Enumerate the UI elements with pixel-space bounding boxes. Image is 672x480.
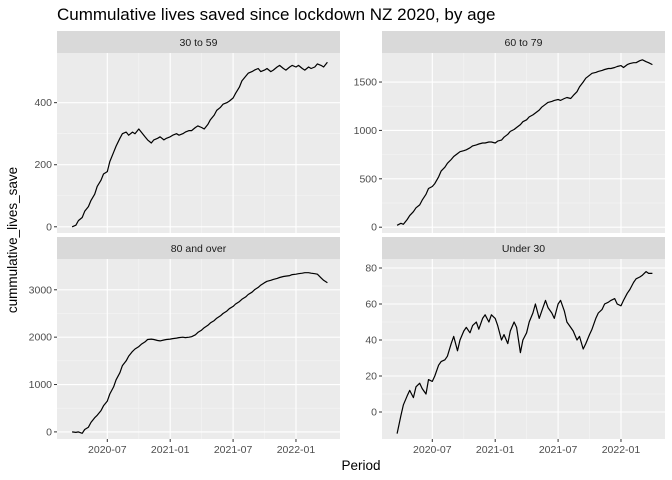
facet-strip-60-to-79 — [382, 31, 665, 53]
facet-strip-under-30 — [382, 237, 665, 259]
x-axis-title: Period — [341, 458, 380, 473]
y-tick-label: 40 — [365, 335, 377, 347]
y-tick-label: 500 — [359, 173, 377, 185]
panel-background-80-and-over — [57, 259, 340, 439]
x-tick-label: 2021-01 — [151, 444, 190, 456]
y-tick-label: 80 — [365, 263, 377, 275]
y-tick-label: 400 — [34, 97, 52, 109]
chart-title: Cummulative lives saved since lockdown N… — [57, 5, 495, 24]
facet-strip-30-to-59 — [57, 31, 340, 53]
x-tick-label: 2021-07 — [539, 444, 578, 456]
y-tick-label: 2000 — [29, 332, 53, 344]
series-line-60-to-79 — [396, 59, 653, 226]
y-tick-label: 0 — [46, 426, 52, 438]
x-tick-label: 2020-07 — [413, 444, 452, 456]
y-tick-label: 20 — [365, 371, 377, 383]
y-tick-label: 1500 — [354, 77, 378, 89]
facet-label-60-to-79: 60 to 79 — [505, 37, 543, 49]
y-tick-label: 0 — [371, 407, 377, 419]
facet-label-30-to-59: 30 to 59 — [180, 37, 218, 49]
x-tick-label: 2022-01 — [277, 444, 316, 456]
y-tick-label: 0 — [46, 221, 52, 233]
panel-background-under-30 — [382, 259, 665, 439]
y-tick-label: 1000 — [29, 379, 53, 391]
facet-label-under-30: Under 30 — [502, 243, 545, 255]
panel-background-60-to-79 — [382, 53, 665, 233]
facet-strip-80-and-over — [57, 237, 340, 259]
panel-background-30-to-59 — [57, 53, 340, 233]
series-line-30-to-59 — [71, 61, 328, 228]
x-tick-label: 2021-07 — [214, 444, 253, 456]
facet-label-80-and-over: 80 and over — [171, 243, 227, 255]
y-tick-label: 0 — [371, 222, 377, 234]
y-tick-label: 200 — [34, 159, 52, 171]
x-tick-label: 2021-01 — [476, 444, 515, 456]
y-tick-label: 3000 — [29, 284, 53, 296]
y-tick-label: 60 — [365, 299, 377, 311]
x-tick-label: 2020-07 — [88, 444, 127, 456]
x-tick-label: 2022-01 — [602, 444, 641, 456]
series-line-under-30 — [396, 271, 653, 434]
series-line-80-and-over — [72, 272, 328, 434]
y-tick-label: 1000 — [354, 125, 378, 137]
y-axis-title: cummulative_lives_save — [5, 167, 20, 313]
